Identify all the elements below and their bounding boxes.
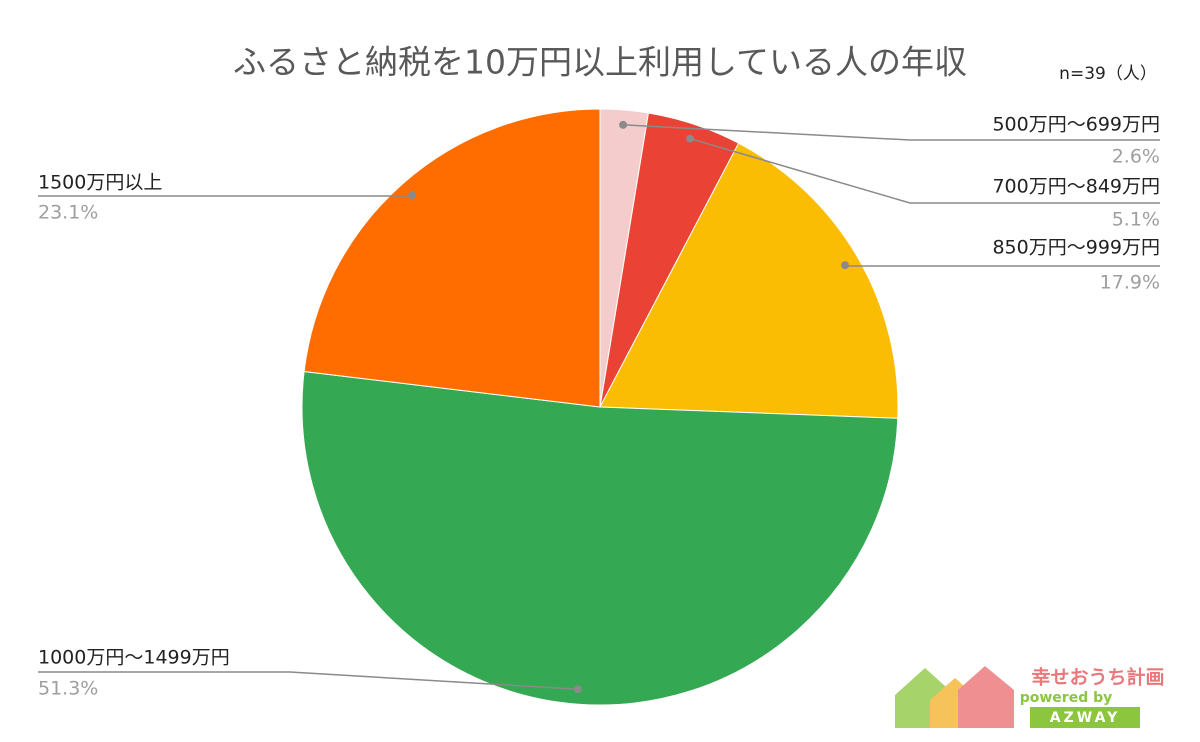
slice-value: 23.1% <box>38 202 98 224</box>
logo-brand: AZWAY <box>1050 710 1120 726</box>
slice-label: 1500万円以上 <box>38 172 162 194</box>
slice-value: 17.9% <box>1100 272 1160 294</box>
slice-label: 850万円〜999万円 <box>992 237 1160 259</box>
leader-dot <box>408 191 417 200</box>
slice-value: 2.6% <box>1112 146 1160 168</box>
logo-name: 幸せおうち計画 <box>1031 666 1164 689</box>
logo-tagline: powered by <box>1020 690 1113 706</box>
leader-dot <box>841 261 850 270</box>
leader-dot <box>686 134 695 143</box>
logo-house <box>958 666 1014 728</box>
leader-dot <box>573 685 582 694</box>
pie-slice <box>301 370 899 706</box>
slice-value: 5.1% <box>1112 209 1160 231</box>
pie-slice <box>303 108 601 408</box>
slice-label: 1000万円〜1499万円 <box>38 647 230 669</box>
slice-label: 700万円〜849万円 <box>992 176 1160 198</box>
logo: 幸せおうち計画 powered by AZWAY <box>895 666 1165 728</box>
leader-line <box>623 124 1160 141</box>
chart-title: ふるさと納税を10万円以上利用している人の年収 <box>233 43 967 82</box>
leader-line <box>689 137 1160 204</box>
slice-label: 500万円〜699万円 <box>992 114 1160 136</box>
pie <box>301 108 899 706</box>
chart-subtitle: n=39（人） <box>1059 64 1157 84</box>
logo-badge <box>1030 707 1140 728</box>
leader-line <box>38 671 578 690</box>
slice-value: 51.3% <box>38 678 98 700</box>
leader-dot <box>619 120 628 129</box>
